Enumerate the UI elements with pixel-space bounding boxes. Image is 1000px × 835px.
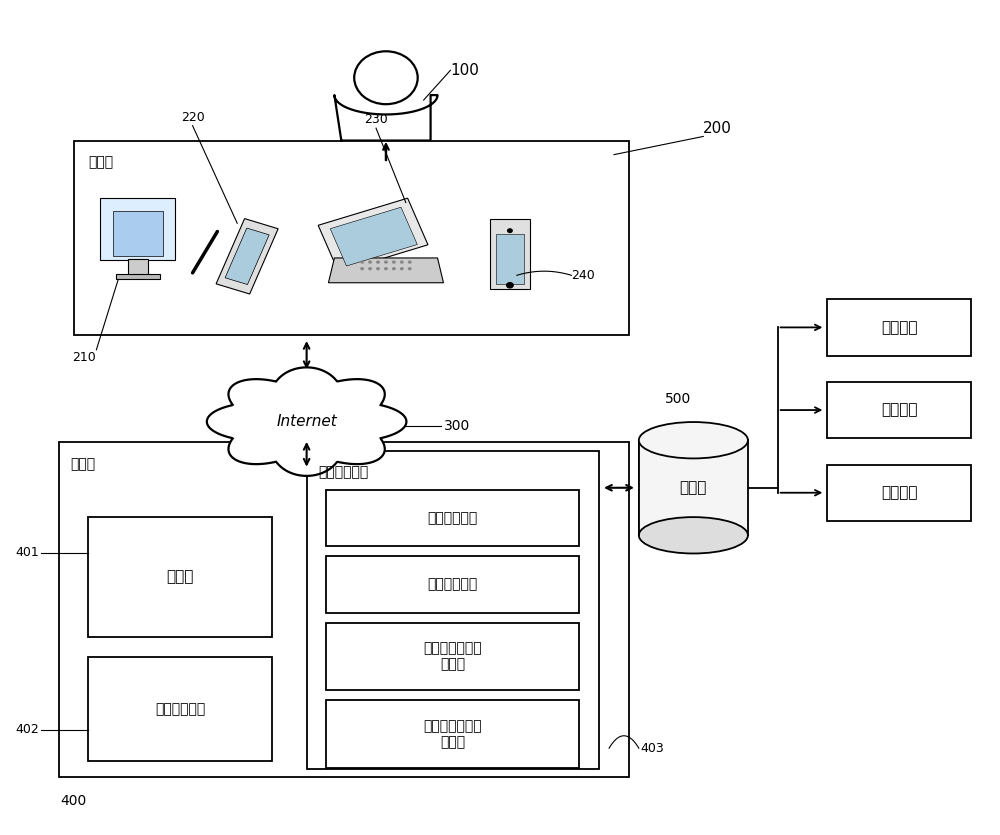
Bar	[100, 199, 175, 261]
Text: 500: 500	[665, 392, 692, 406]
Ellipse shape	[639, 422, 748, 458]
Text: 220: 220	[181, 111, 204, 124]
Bar	[490, 219, 530, 290]
Text: 特定分类单元: 特定分类单元	[428, 578, 478, 591]
Text: 210: 210	[72, 352, 95, 364]
Text: 服务器: 服务器	[71, 458, 96, 471]
Circle shape	[507, 228, 513, 233]
Circle shape	[384, 267, 388, 271]
Bar	[827, 464, 971, 521]
Circle shape	[408, 261, 412, 264]
Polygon shape	[216, 219, 278, 294]
Circle shape	[400, 267, 404, 271]
Text: 数据库: 数据库	[680, 480, 707, 495]
Text: 碘营养影响率分
析单元: 碘营养影响率分 析单元	[424, 719, 482, 749]
Circle shape	[392, 267, 396, 271]
Bar	[307, 451, 599, 769]
Polygon shape	[225, 228, 269, 285]
Circle shape	[392, 261, 396, 264]
Circle shape	[376, 267, 380, 271]
Polygon shape	[318, 198, 428, 272]
Circle shape	[376, 261, 380, 264]
Bar	[88, 517, 272, 636]
Circle shape	[384, 261, 388, 264]
Text: 用户信息: 用户信息	[881, 320, 917, 335]
Circle shape	[360, 261, 364, 264]
Bar	[128, 259, 148, 277]
Circle shape	[408, 267, 412, 271]
Polygon shape	[639, 441, 748, 534]
Bar	[827, 382, 971, 438]
Text: 240: 240	[571, 269, 595, 282]
Bar	[326, 490, 579, 546]
Polygon shape	[330, 207, 417, 266]
Text: 食品分类模块: 食品分类模块	[319, 465, 369, 479]
Bar	[113, 210, 163, 256]
Circle shape	[400, 261, 404, 264]
Text: 碘营养代表值分
析单元: 碘营养代表值分 析单元	[424, 641, 482, 671]
Text: 402: 402	[15, 723, 39, 736]
Text: 403: 403	[641, 741, 665, 755]
Polygon shape	[328, 258, 443, 283]
Circle shape	[506, 282, 514, 289]
Ellipse shape	[639, 517, 748, 554]
Text: 问卷生成模块: 问卷生成模块	[155, 702, 205, 716]
Bar	[496, 234, 524, 284]
Bar	[116, 275, 160, 280]
Bar	[827, 299, 971, 356]
Bar	[326, 623, 579, 691]
Bar	[88, 657, 272, 761]
Circle shape	[368, 261, 372, 264]
Circle shape	[368, 267, 372, 271]
Polygon shape	[207, 367, 406, 476]
Text: 400: 400	[60, 793, 87, 807]
Text: 处理器: 处理器	[166, 569, 194, 584]
Text: 基本分类单元: 基本分类单元	[428, 511, 478, 525]
Text: 食品信息: 食品信息	[881, 402, 917, 418]
Text: 100: 100	[450, 63, 479, 78]
Bar	[59, 443, 629, 777]
Text: 200: 200	[703, 121, 732, 136]
Bar	[639, 440, 748, 535]
Circle shape	[360, 267, 364, 271]
Text: 客户端: 客户端	[88, 155, 114, 170]
Circle shape	[354, 51, 418, 104]
Text: 饮水信息: 饮水信息	[881, 485, 917, 500]
Text: 230: 230	[364, 113, 388, 126]
Text: 401: 401	[15, 546, 39, 559]
Text: Internet: Internet	[276, 414, 337, 429]
Bar	[326, 701, 579, 768]
Text: 300: 300	[443, 419, 470, 433]
Bar	[74, 140, 629, 335]
Bar	[326, 556, 579, 613]
Polygon shape	[334, 95, 438, 140]
